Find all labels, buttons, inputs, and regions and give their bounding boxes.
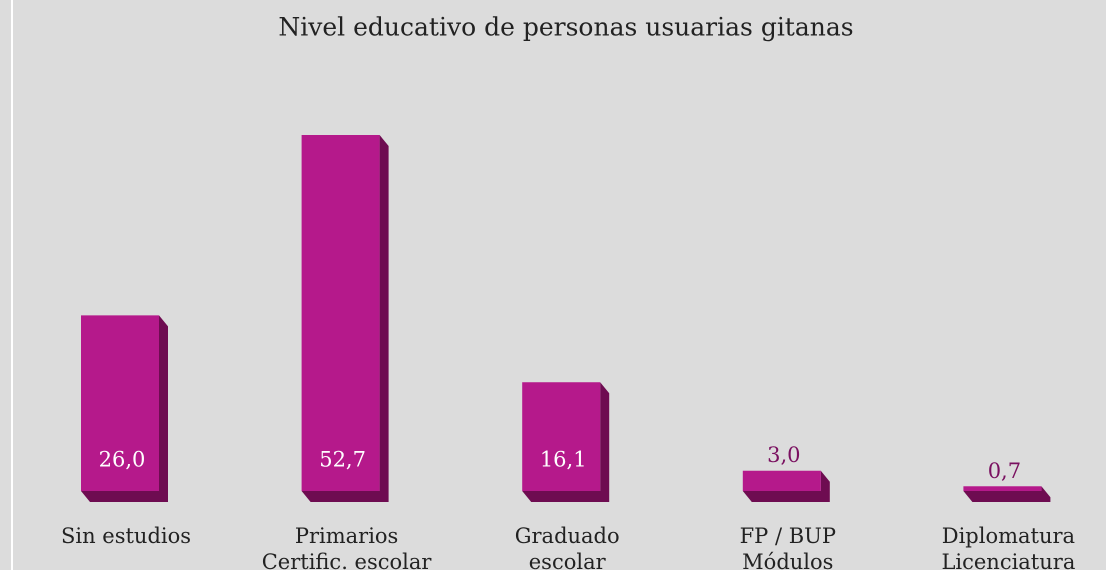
value-label: 16,1 <box>540 448 587 472</box>
bar <box>742 470 821 491</box>
bar-side <box>81 315 168 502</box>
bar <box>81 315 159 491</box>
bar-side <box>742 470 830 502</box>
value-label: 3,0 <box>767 443 800 467</box>
x-tick-label: Primarios Certific. escolar <box>262 524 433 570</box>
x-tick-label: Diplomatura Licenciatura <box>941 524 1075 570</box>
bar-side <box>301 135 389 502</box>
value-label: 26,0 <box>99 448 146 472</box>
x-tick-label: Sin estudios <box>61 524 191 548</box>
bar <box>963 486 1042 491</box>
value-label: 0,7 <box>988 459 1021 483</box>
bar <box>522 382 601 491</box>
value-label: 52,7 <box>319 448 366 472</box>
bar <box>301 135 380 491</box>
chart-title: Nivel educativo de personas usuarias git… <box>278 13 853 42</box>
x-tick-label: FP / BUP Módulos <box>740 524 836 570</box>
bar-side <box>963 486 1051 502</box>
bar-side <box>522 382 610 502</box>
x-tick-label: Graduado escolar <box>515 524 620 570</box>
